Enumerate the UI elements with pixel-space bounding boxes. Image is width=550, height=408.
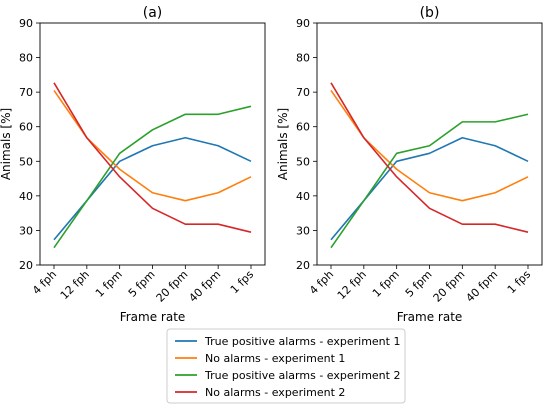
x-tick-label: 1 fpm <box>93 268 125 300</box>
y-axis-label: Animals [%] <box>0 108 13 180</box>
series-line-3 <box>53 105 252 249</box>
x-tick-label: 20 fpm <box>431 268 468 305</box>
series-line-3 <box>330 113 529 249</box>
chart-title: (b) <box>420 5 440 21</box>
x-axis-label: Frame rate <box>397 310 463 324</box>
series-line-4 <box>330 82 529 233</box>
plot-frame <box>316 22 543 266</box>
x-tick-label: 4 fph <box>30 268 59 297</box>
x-tick-label: 1 fps <box>505 268 534 297</box>
x-tick-label: 4 fph <box>307 268 336 297</box>
series-line-4 <box>53 82 252 233</box>
chart-title: (a) <box>143 5 163 21</box>
legend-label: No alarms - experiment 1 <box>205 352 345 365</box>
x-tick-label: 12 fph <box>58 268 92 302</box>
legend-label: No alarms - experiment 2 <box>205 386 345 399</box>
x-tick-label: 12 fph <box>335 268 369 302</box>
y-tick-label: 20 <box>19 259 33 272</box>
legend-label: True positive alarms - experiment 1 <box>204 335 400 348</box>
y-tick-label: 40 <box>296 190 310 203</box>
x-tick-label: 1 fpm <box>370 268 402 300</box>
legend: True positive alarms - experiment 1 No al… <box>166 328 406 404</box>
y-axis-label: Animals [%] <box>276 108 290 180</box>
y-tick-label: 20 <box>296 259 310 272</box>
legend-label: True positive alarms - experiment 2 <box>204 369 400 382</box>
y-tick-label: 90 <box>19 17 33 30</box>
y-tick-label: 80 <box>19 52 33 65</box>
plot-frame <box>39 22 266 266</box>
y-tick-label: 40 <box>19 190 33 203</box>
y-tick-label: 60 <box>19 121 33 134</box>
x-tick-label: 40 fpm <box>463 268 500 305</box>
x-tick-label: 40 fpm <box>186 268 223 305</box>
y-tick-label: 30 <box>296 224 310 237</box>
y-tick-label: 90 <box>296 17 310 30</box>
y-tick-label: 30 <box>19 224 33 237</box>
x-tick-label: 1 fps <box>228 268 257 297</box>
y-tick-label: 50 <box>296 155 310 168</box>
x-tick-label: 20 fpm <box>154 268 191 305</box>
y-tick-label: 70 <box>296 86 310 99</box>
x-axis-label: Frame rate <box>120 310 186 324</box>
y-tick-label: 50 <box>19 155 33 168</box>
y-tick-label: 70 <box>19 86 33 99</box>
legend-box <box>166 328 406 404</box>
y-tick-label: 60 <box>296 121 310 134</box>
y-tick-label: 80 <box>296 52 310 65</box>
